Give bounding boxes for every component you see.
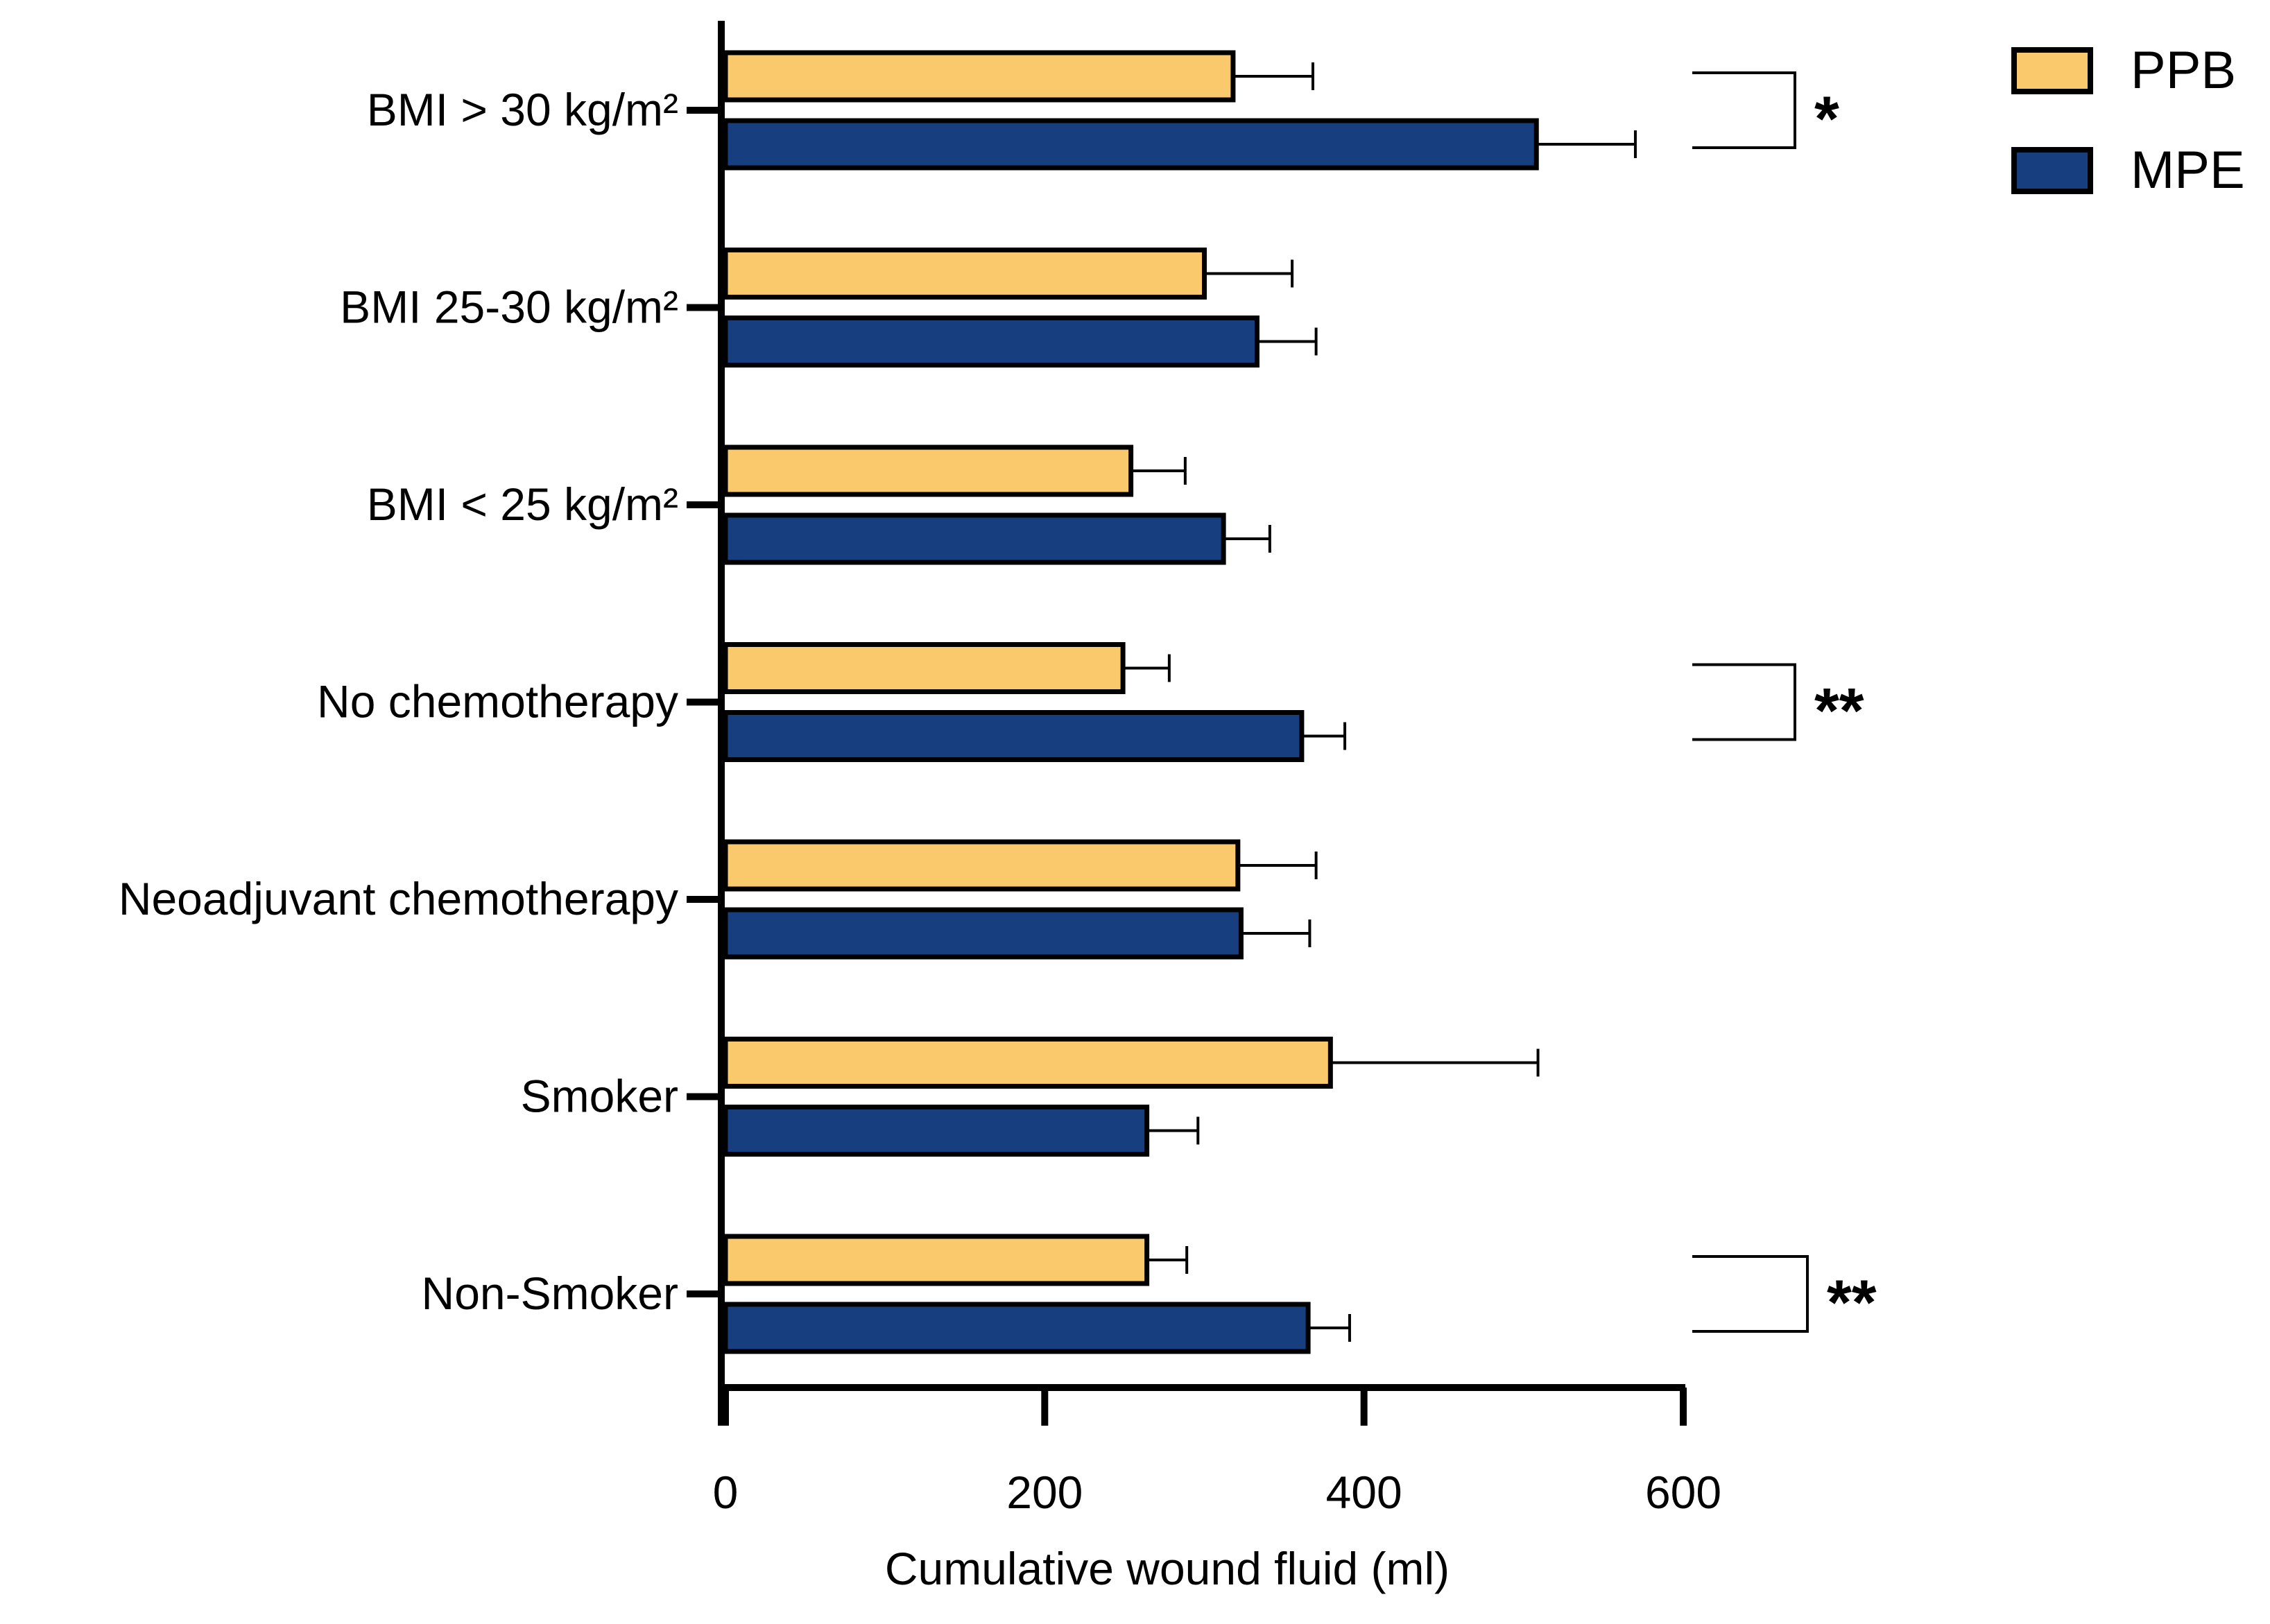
legend-label-ppb: PPB: [2131, 41, 2236, 100]
bar-ppb-smoker: [723, 1037, 1333, 1089]
bars-layer: [723, 50, 1539, 1354]
significance-bracket: [1692, 71, 1796, 149]
significance-bracket: [1692, 1255, 1809, 1333]
x-tick-label: 600: [1645, 1467, 1721, 1518]
significance-marker: **: [1814, 676, 1864, 747]
bar-ppb-bmi-25-30-kg-m: [723, 248, 1207, 300]
significance-marker: **: [1827, 1268, 1877, 1338]
bar-ppb-bmi-25-kg-m: [723, 444, 1134, 497]
category-label: Non-Smoker: [422, 1268, 678, 1319]
bar-mpe-smoker: [723, 1105, 1150, 1157]
x-tick-label: 0: [713, 1467, 739, 1518]
category-labels: BMI > 30 kg/m² BMI 25-30 kg/m² BMI < 25 kg…: [119, 84, 678, 1319]
legend-swatch-mpe: [2011, 147, 2093, 194]
bar-mpe-no-chemotherapy: [723, 710, 1305, 762]
bar-mpe-bmi-25-kg-m: [723, 512, 1226, 565]
bar-ppb-bmi-30-kg-m: [723, 50, 1236, 103]
category-label: Smoker: [521, 1071, 678, 1122]
category-label: No chemotherapy: [317, 676, 678, 727]
category-label: BMI 25-30 kg/m²: [340, 282, 678, 333]
x-tick-label: 400: [1326, 1467, 1402, 1518]
axes-layer: [687, 21, 1687, 1426]
significance-marker: *: [1814, 84, 1839, 155]
x-axis-title: Cumulative wound fluid (ml): [885, 1543, 1450, 1594]
category-label: Neoadjuvant chemotherapy: [119, 873, 678, 924]
bar-mpe-bmi-25-30-kg-m: [723, 316, 1259, 368]
significance-brackets: *****: [1692, 71, 1877, 1338]
bar-mpe-bmi-30-kg-m: [723, 118, 1539, 171]
legend-label-mpe: MPE: [2131, 141, 2245, 200]
legend: PPB MPE: [2011, 41, 2245, 200]
legend-swatch-ppb: [2011, 47, 2093, 94]
bar-mpe-non-smoker: [723, 1302, 1311, 1354]
bar-ppb-non-smoker: [723, 1234, 1150, 1286]
significance-bracket: [1692, 663, 1796, 741]
category-label: BMI > 30 kg/m²: [367, 84, 678, 135]
x-tick-labels: 0 200 400 600: [713, 1467, 1721, 1518]
x-tick-label: 200: [1006, 1467, 1083, 1518]
category-label: BMI < 25 kg/m²: [367, 478, 678, 530]
bar-mpe-neoadjuvant-chemotherapy: [723, 907, 1244, 960]
error-bars-layer: [1123, 62, 1637, 1342]
bar-ppb-neoadjuvant-chemotherapy: [723, 839, 1241, 892]
bar-ppb-no-chemotherapy: [723, 642, 1126, 694]
